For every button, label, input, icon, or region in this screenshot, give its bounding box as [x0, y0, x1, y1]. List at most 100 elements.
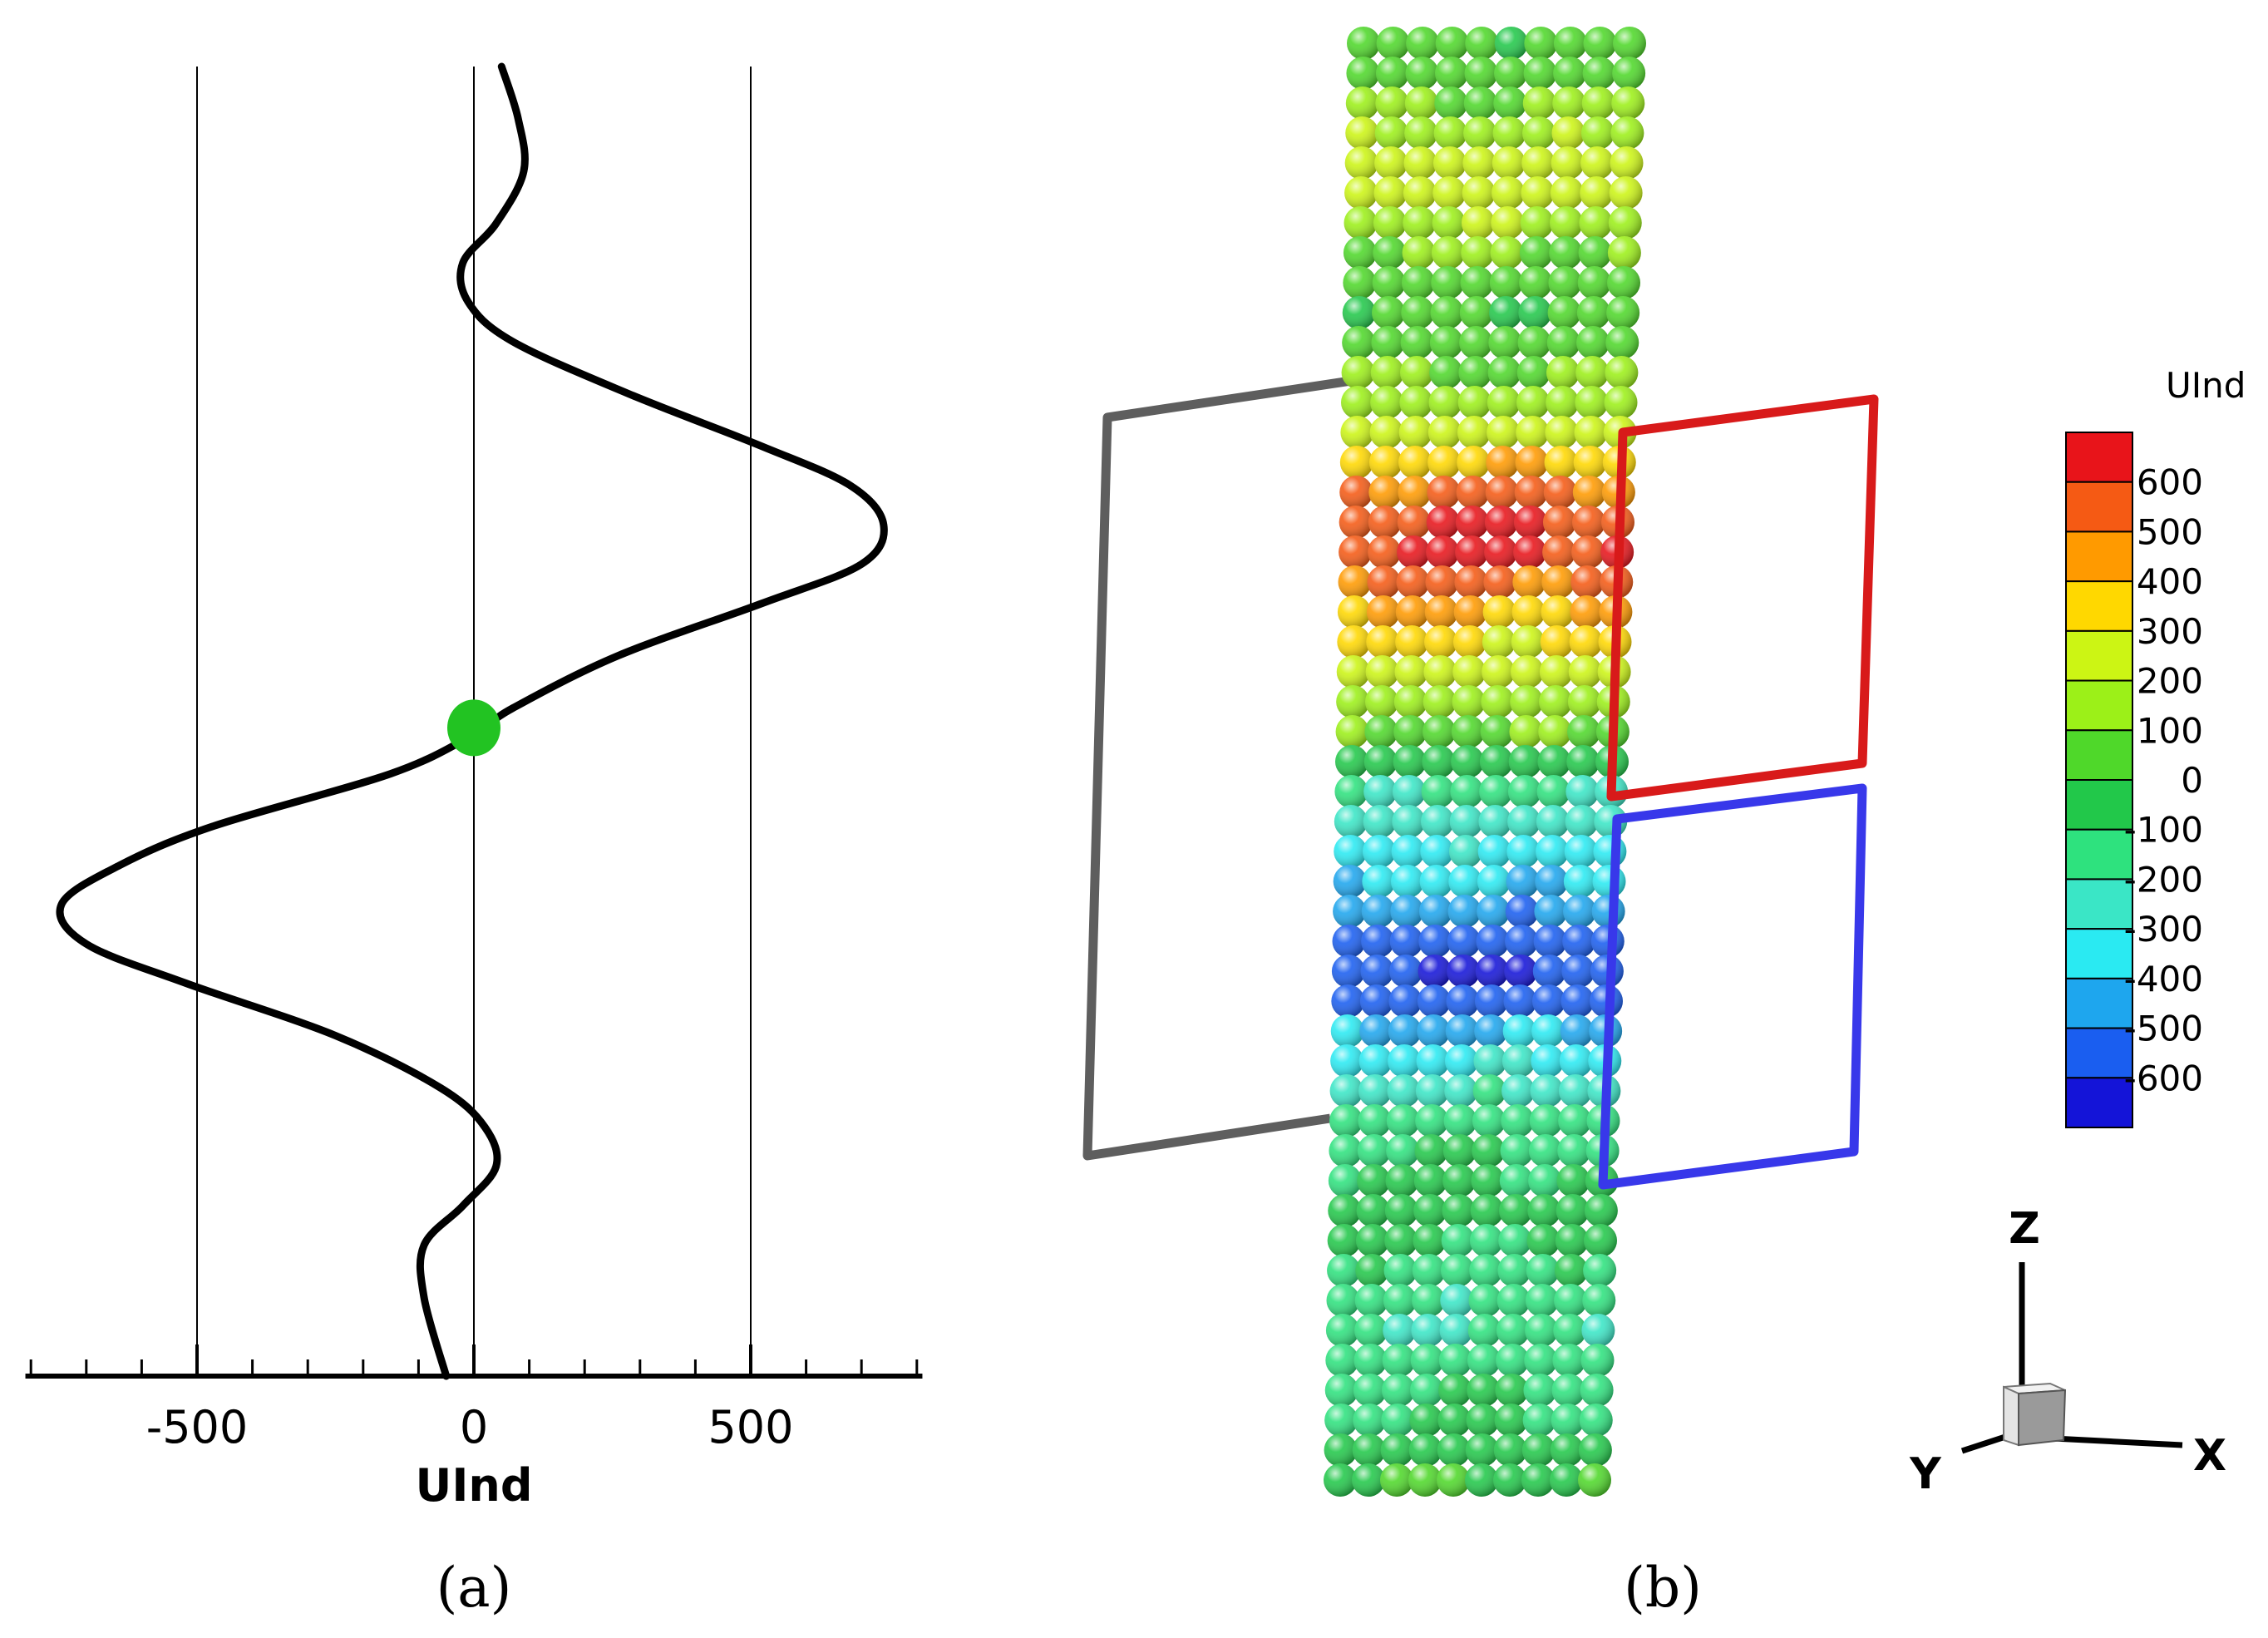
- sphere-shading: [1467, 1344, 1501, 1377]
- sphere-shading: [1383, 1314, 1417, 1347]
- sphere-shading: [1501, 1074, 1536, 1108]
- orientation-axes: Z Y X: [1909, 1204, 2226, 1499]
- sphere-shading: [1403, 176, 1437, 210]
- sphere-shading: [1473, 1044, 1507, 1078]
- sphere-shading: [1383, 1284, 1417, 1317]
- sphere-shading: [1466, 1404, 1500, 1437]
- sphere-shading: [1352, 1463, 1385, 1497]
- x-axis-ticks: [29, 1344, 919, 1376]
- sphere-shading: [1415, 1104, 1449, 1137]
- orientation-cube-side: [2018, 1389, 2067, 1447]
- sphere-shading: [1387, 1074, 1421, 1108]
- sphere-shading: [1491, 146, 1526, 180]
- sphere-shading: [1360, 955, 1394, 988]
- sphere-shading: [1479, 745, 1513, 778]
- sphere-shading: [1353, 1344, 1388, 1377]
- sphere-shading: [1508, 745, 1542, 778]
- sphere-shading: [1442, 1164, 1477, 1197]
- sphere-shading: [1500, 1134, 1534, 1167]
- sphere-shading: [1361, 895, 1395, 928]
- colorbar-swatch: [2065, 1027, 2133, 1079]
- sphere-shading: [1605, 356, 1639, 389]
- sphere-shading: [1453, 595, 1487, 629]
- sphere-shading: [1447, 925, 1481, 958]
- sphere-shading: [1457, 386, 1491, 419]
- sphere-shading: [1523, 57, 1557, 90]
- sphere-shading: [1572, 476, 1606, 509]
- sphere-shading: [1574, 416, 1608, 449]
- sphere-shading: [1604, 386, 1638, 419]
- sphere-shading: [1584, 1194, 1618, 1227]
- sphere-shading: [1418, 925, 1452, 958]
- sphere-shading: [1567, 685, 1601, 718]
- sphere-shading: [1454, 565, 1488, 599]
- sphere-shading: [1533, 925, 1567, 958]
- colorbar-swatch: [2065, 928, 2133, 979]
- colorbar-swatch: [2065, 580, 2133, 632]
- sphere-shading: [1531, 984, 1565, 1018]
- sphere-shading: [1357, 1134, 1391, 1167]
- z-axis-label: Z: [2009, 1204, 2040, 1254]
- sphere-shading: [1372, 296, 1406, 329]
- sphere-shading: [1554, 1284, 1588, 1317]
- sphere-shading: [1550, 1433, 1584, 1467]
- sphere-shading: [1437, 1404, 1472, 1437]
- sphere-shading: [1422, 715, 1457, 748]
- sphere-shading: [1363, 775, 1398, 808]
- sphere-shading: [1552, 86, 1586, 120]
- panel-a-line-plot: -500 0 500 UInd (a): [25, 62, 923, 1620]
- sphere-shading: [1385, 1164, 1419, 1197]
- sphere-shading: [1507, 775, 1541, 808]
- sphere-shading: [1393, 685, 1427, 718]
- sphere-shading: [1352, 1433, 1386, 1467]
- colorbar-swatch: [2065, 530, 2133, 583]
- sphere-shading: [1463, 116, 1497, 150]
- sphere-shading: [1330, 1044, 1364, 1078]
- sphere-shading: [1339, 476, 1373, 509]
- sphere-shading: [1390, 895, 1424, 928]
- sphere-shading: [1461, 236, 1495, 269]
- sphere-shading: [1355, 1254, 1389, 1287]
- sphere-shading: [1422, 685, 1457, 718]
- sphere-shading: [1580, 1374, 1614, 1407]
- sphere-shading: [1510, 685, 1544, 718]
- sphere-shading: [1530, 1074, 1564, 1108]
- sphere-shading: [1365, 655, 1399, 688]
- sphere-shading: [1472, 1134, 1506, 1167]
- sphere-shading: [1501, 1044, 1536, 1078]
- sphere-shading: [1455, 506, 1489, 539]
- sphere-shading: [1369, 416, 1403, 449]
- tick-label: -500: [146, 1401, 249, 1453]
- colorbar-level-label: 400: [2137, 561, 2203, 602]
- sphere-shading: [1512, 565, 1546, 599]
- colorbar-level-label: -400: [2124, 959, 2203, 999]
- sphere-shading: [1429, 326, 1463, 359]
- sphere-shading: [1398, 446, 1432, 479]
- sphere-shading: [1560, 1014, 1594, 1048]
- sphere-shading: [1337, 625, 1371, 659]
- sphere-shading: [1342, 326, 1376, 359]
- sphere-shading: [1493, 86, 1527, 120]
- sphere-shading: [1329, 1134, 1363, 1167]
- colorbar-legend: UInd 600 500 400 300 200 100 0 -100 -200 -300 -400…: [2065, 365, 2246, 1129]
- sphere-shading: [1433, 116, 1467, 150]
- sphere-shading: [1488, 326, 1522, 359]
- sphere-shading: [1456, 476, 1490, 509]
- sphere-shading: [1506, 835, 1541, 868]
- sphere-shading: [1465, 1433, 1499, 1467]
- sphere-shading: [1472, 1074, 1506, 1108]
- sphere-shading: [1504, 955, 1538, 988]
- sphere-shading: [1581, 1314, 1615, 1347]
- sphere-shading: [1442, 1134, 1477, 1167]
- sphere-shading: [1511, 595, 1546, 629]
- sphere-shading: [1334, 835, 1368, 868]
- sphere-shading: [1431, 266, 1465, 299]
- sphere-shading: [1359, 1014, 1393, 1048]
- x-axis-label: UInd: [415, 1459, 532, 1512]
- sphere-shading: [1403, 206, 1437, 239]
- blue-panel-frame: [1598, 783, 1867, 1190]
- sphere-shading: [1547, 296, 1581, 329]
- sphere-shading: [1564, 835, 1598, 868]
- sphere-shading: [1324, 1433, 1358, 1467]
- sphere-shading: [1534, 895, 1568, 928]
